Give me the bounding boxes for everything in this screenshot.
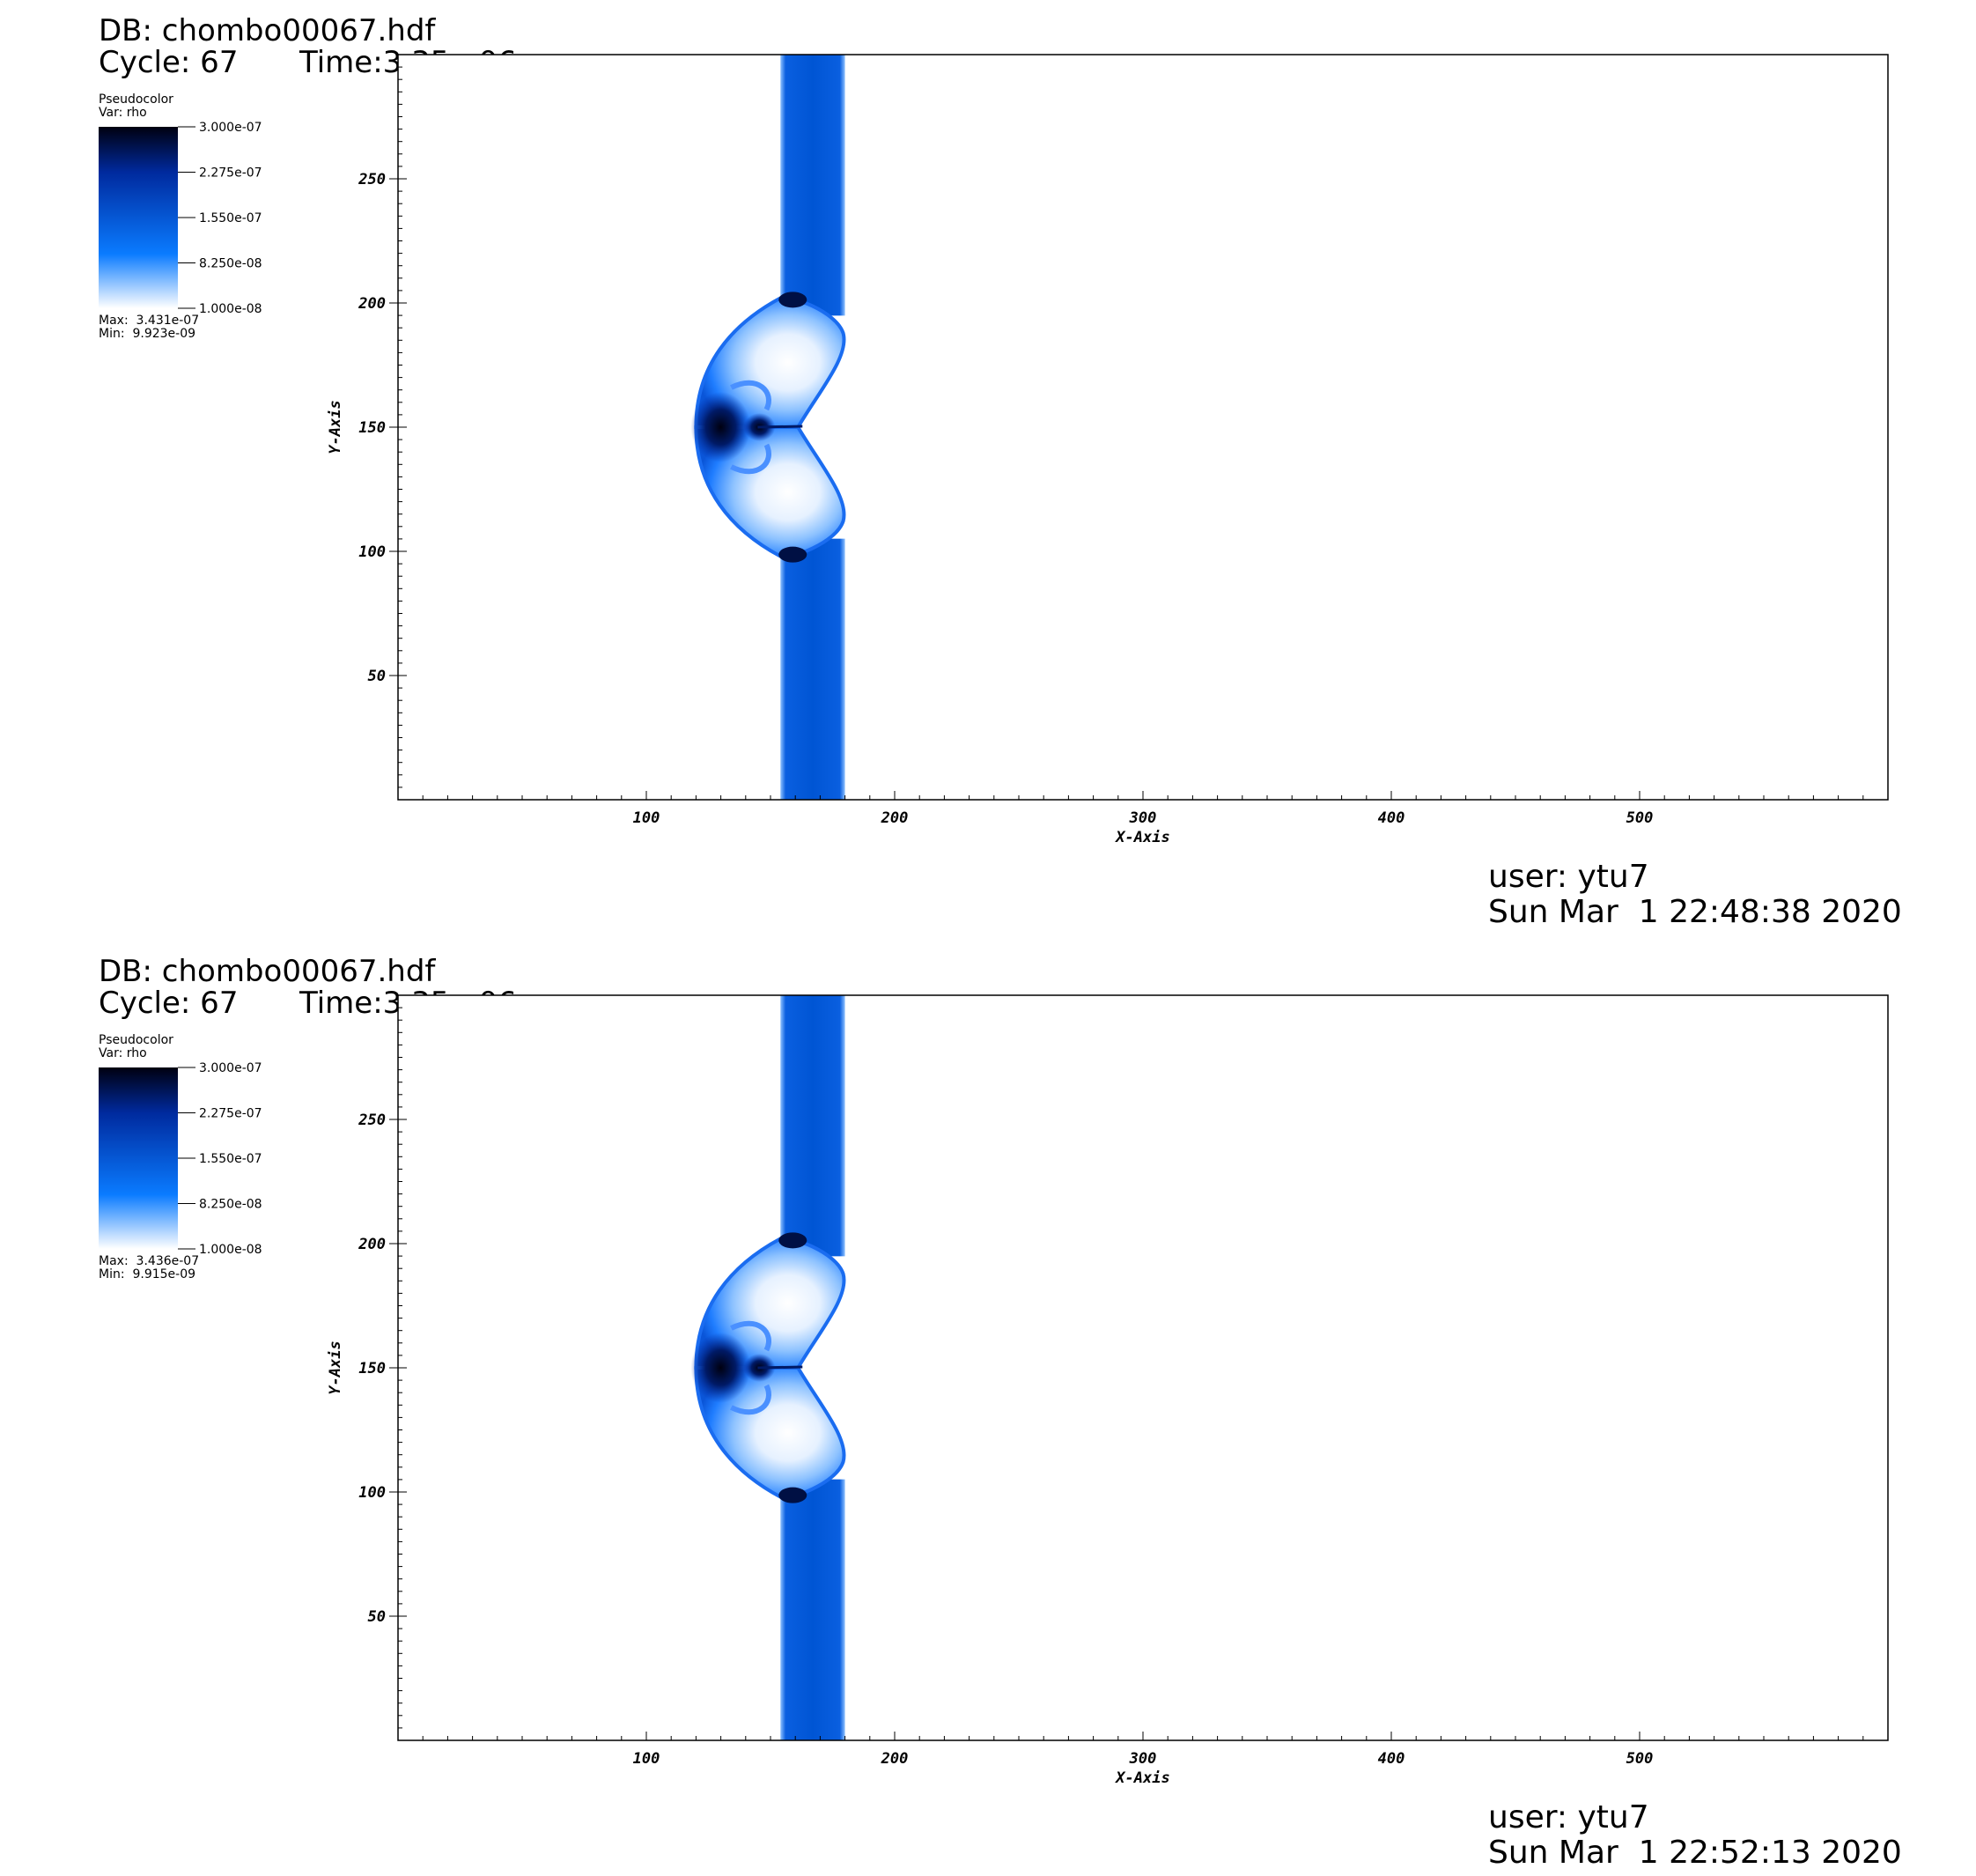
legend-title: Pseudocolor: [99, 1033, 173, 1047]
vortex-ring-upper: [730, 1320, 771, 1352]
x-tick-label: 100: [633, 1750, 660, 1768]
bubble-lower-lobe: [694, 1366, 846, 1500]
cycle-label: Cycle: 67: [99, 45, 239, 80]
colorbar-tick-label: 3.000e-07: [199, 121, 262, 135]
db-label: DB: chombo00067.hdf: [99, 13, 436, 48]
jet-filament: [757, 425, 803, 429]
jet-filament: [757, 1365, 803, 1370]
top-clump: [778, 1232, 807, 1249]
dense-core: [690, 392, 751, 462]
x-tick-label: 200: [881, 1750, 909, 1768]
bottom-clump: [778, 546, 807, 563]
visit-panel-1: DB: chombo00067.hdf Cycle: 67 Time:3.35e…: [0, 0, 1976, 935]
cycle-label: Cycle: 67: [99, 986, 239, 1021]
colorbar-tick-label: 1.550e-07: [199, 1152, 262, 1166]
y-tick-label: 150: [358, 419, 386, 437]
density-band-upper: [780, 55, 845, 316]
plot-area: [398, 55, 1888, 800]
legend-max: Max: 3.431e-07: [99, 314, 200, 328]
date-label: Sun Mar 1 22:52:13 2020: [1488, 1835, 1902, 1871]
y-tick-label: 250: [358, 1112, 386, 1129]
vortex-ring-lower: [730, 1384, 771, 1415]
colorbar-tick-label: 1.000e-08: [199, 1243, 262, 1257]
colorbar: [99, 127, 178, 308]
legend-variable: Var: rho: [99, 1046, 147, 1060]
bubble-lower-lobe: [694, 425, 846, 559]
y-axis-label: Y-Axis: [327, 400, 344, 454]
colorbar-tick-label: 1.000e-08: [199, 302, 262, 316]
visit-panel-2: DB: chombo00067.hdf Cycle: 67 Time:3.35e…: [0, 941, 1976, 1876]
x-tick-label: 100: [633, 809, 660, 827]
y-tick-label: 200: [358, 1236, 386, 1253]
user-label: user: ytu7: [1488, 859, 1649, 895]
colorbar: [99, 1067, 178, 1249]
vortex-ring-lower: [730, 443, 771, 475]
x-tick-label: 400: [1378, 1750, 1405, 1768]
pseudocolor-plot: 100 200 300 400 500 50 100 150 200 250 X-Axis Y-Axi…: [99, 994, 1889, 1787]
top-clump: [778, 292, 807, 308]
x-tick-label: 500: [1626, 1750, 1654, 1768]
legend-min: Min: 9.915e-09: [99, 1267, 196, 1281]
bottom-clump: [778, 1487, 807, 1503]
y-tick-label: 150: [358, 1360, 386, 1377]
x-tick-label: 500: [1626, 809, 1654, 827]
colorbar-tick-label: 2.275e-07: [199, 166, 262, 181]
legend-title: Pseudocolor: [99, 92, 173, 107]
density-band-upper: [780, 995, 845, 1257]
db-label: DB: chombo00067.hdf: [99, 954, 436, 989]
legend-variable: Var: rho: [99, 106, 147, 120]
user-label: user: ytu7: [1488, 1799, 1649, 1835]
x-tick-label: 300: [1129, 809, 1157, 827]
date-label: Sun Mar 1 22:48:38 2020: [1488, 894, 1902, 930]
y-tick-label: 100: [358, 1484, 386, 1502]
colorbar-tick-label: 2.275e-07: [199, 1107, 262, 1121]
pseudocolor-plot: 100 200 300 400 500 50 100 150 200 250 X-Axis Y-Axi…: [99, 54, 1889, 846]
x-axis-label: X-Axis: [1114, 1769, 1169, 1787]
colorbar-tick-label: 1.550e-07: [199, 211, 262, 225]
bubble-upper-lobe: [694, 1236, 846, 1370]
density-band-lower: [780, 1479, 845, 1740]
y-axis-label: Y-Axis: [327, 1341, 344, 1394]
vortex-ring-upper: [730, 380, 771, 411]
x-tick-label: 300: [1129, 1750, 1157, 1768]
y-tick-label: 50: [368, 1608, 386, 1626]
bubble-upper-lobe: [694, 295, 846, 429]
x-tick-label: 200: [881, 809, 909, 827]
x-tick-label: 400: [1378, 809, 1405, 827]
density-band-lower: [780, 538, 845, 800]
y-tick-label: 250: [358, 171, 386, 188]
y-tick-label: 50: [368, 668, 386, 685]
legend-max: Max: 3.436e-07: [99, 1254, 200, 1268]
colorbar-tick-label: 8.250e-08: [199, 1198, 262, 1212]
legend-min: Min: 9.923e-09: [99, 327, 196, 341]
y-tick-label: 200: [358, 295, 386, 313]
colorbar-tick-label: 8.250e-08: [199, 257, 262, 271]
x-axis-label: X-Axis: [1114, 829, 1169, 846]
colorbar-tick-label: 3.000e-07: [199, 1061, 262, 1075]
dense-core: [690, 1333, 751, 1403]
plot-area: [398, 995, 1888, 1740]
y-tick-label: 100: [358, 543, 386, 561]
